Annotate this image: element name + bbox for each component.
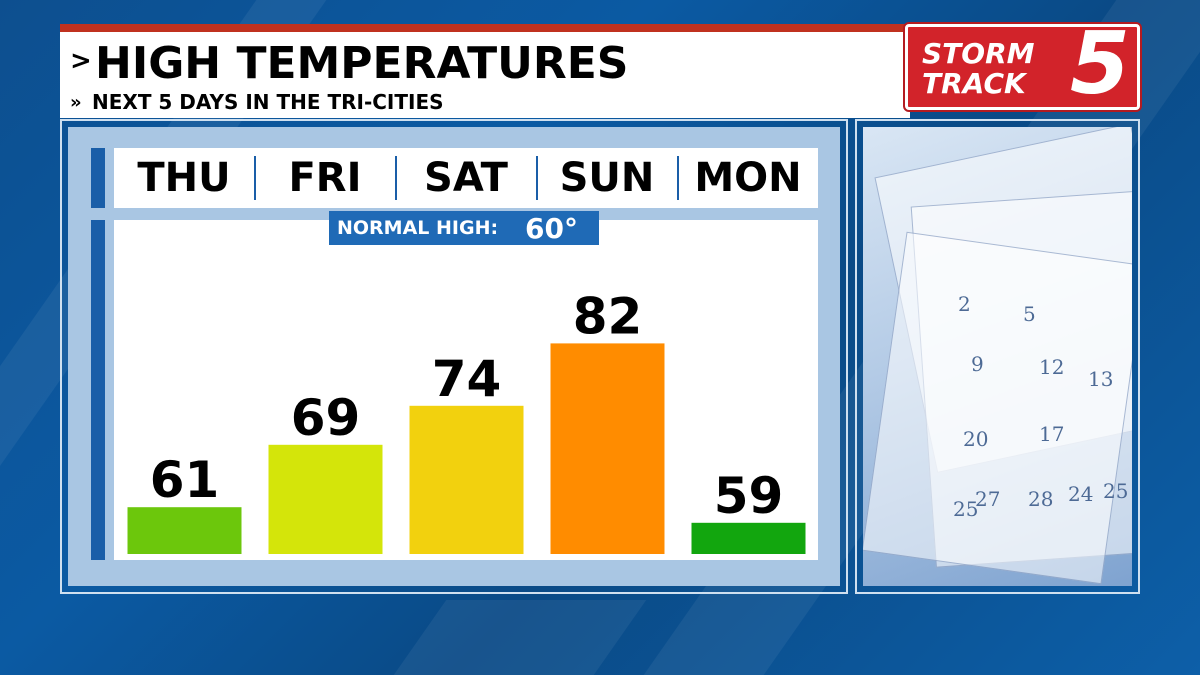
bar-value-label: 82 <box>573 287 643 345</box>
bar-sun <box>550 343 665 554</box>
logo-text-storm: STORM <box>922 37 1035 70</box>
normal-high-badge: NORMAL HIGH: 60° <box>329 211 599 245</box>
day-label-thu: THU <box>137 155 231 201</box>
bar-mon <box>691 522 806 554</box>
plot-accent <box>91 220 105 560</box>
bar-value-label: 74 <box>432 350 502 408</box>
normal-high-value: 60° <box>525 212 578 245</box>
calendar-number: 25 <box>953 497 979 521</box>
day-label-mon: MON <box>694 155 802 201</box>
bar-thu <box>127 507 242 554</box>
bar-value-label: 61 <box>150 451 220 509</box>
normal-high-label: NORMAL HIGH: <box>337 217 499 239</box>
day-separator <box>677 156 679 200</box>
calendar-number: 9 <box>971 352 984 376</box>
day-label-fri: FRI <box>288 155 362 201</box>
day-separator <box>395 156 397 200</box>
calendar-number: 12 <box>1039 355 1065 379</box>
calendar-number: 2 <box>958 292 971 316</box>
bar-value-label: 59 <box>714 467 784 525</box>
logo-number: 5 <box>1070 14 1130 114</box>
calendar-number: 17 <box>1039 422 1065 446</box>
bar-value-label: 69 <box>291 389 361 447</box>
day-bar-accent <box>91 148 105 208</box>
bar-sat <box>409 405 524 554</box>
day-separator <box>536 156 538 200</box>
day-label-sat: SAT <box>424 155 508 201</box>
day-header-bar <box>114 148 818 208</box>
calendar-number: 28 <box>1028 487 1054 511</box>
calendar-number: 24 <box>1068 482 1094 506</box>
bar-fri <box>268 444 383 554</box>
calendar-page <box>863 231 1132 585</box>
calendar-number: 20 <box>963 427 989 451</box>
day-label-sun: SUN <box>559 155 655 201</box>
page-subtitle: NEXT 5 DAYS IN THE TRI-CITIES <box>92 90 444 114</box>
logo-text-track: TRACK <box>922 67 1026 100</box>
calendar-number: 25 <box>1103 479 1129 503</box>
photo-panel-frame <box>855 119 1140 594</box>
calendar-number: 5 <box>1023 302 1036 326</box>
calendar-number: 13 <box>1088 367 1114 391</box>
double-chevron-icon: » <box>70 92 82 113</box>
calendar-photo: 2 5 9 12 13 17 20 25 27 28 24 25 <box>863 127 1132 586</box>
header-bar: > HIGH TEMPERATURES » NEXT 5 DAYS IN THE… <box>60 24 910 118</box>
day-separator <box>254 156 256 200</box>
calendar-number: 27 <box>975 487 1001 511</box>
page-title: HIGH TEMPERATURES <box>95 38 629 89</box>
station-logo: STORM TRACK 5 <box>905 14 1140 114</box>
chart-panel-frame <box>60 119 848 594</box>
chevron-right-icon: > <box>70 46 92 76</box>
